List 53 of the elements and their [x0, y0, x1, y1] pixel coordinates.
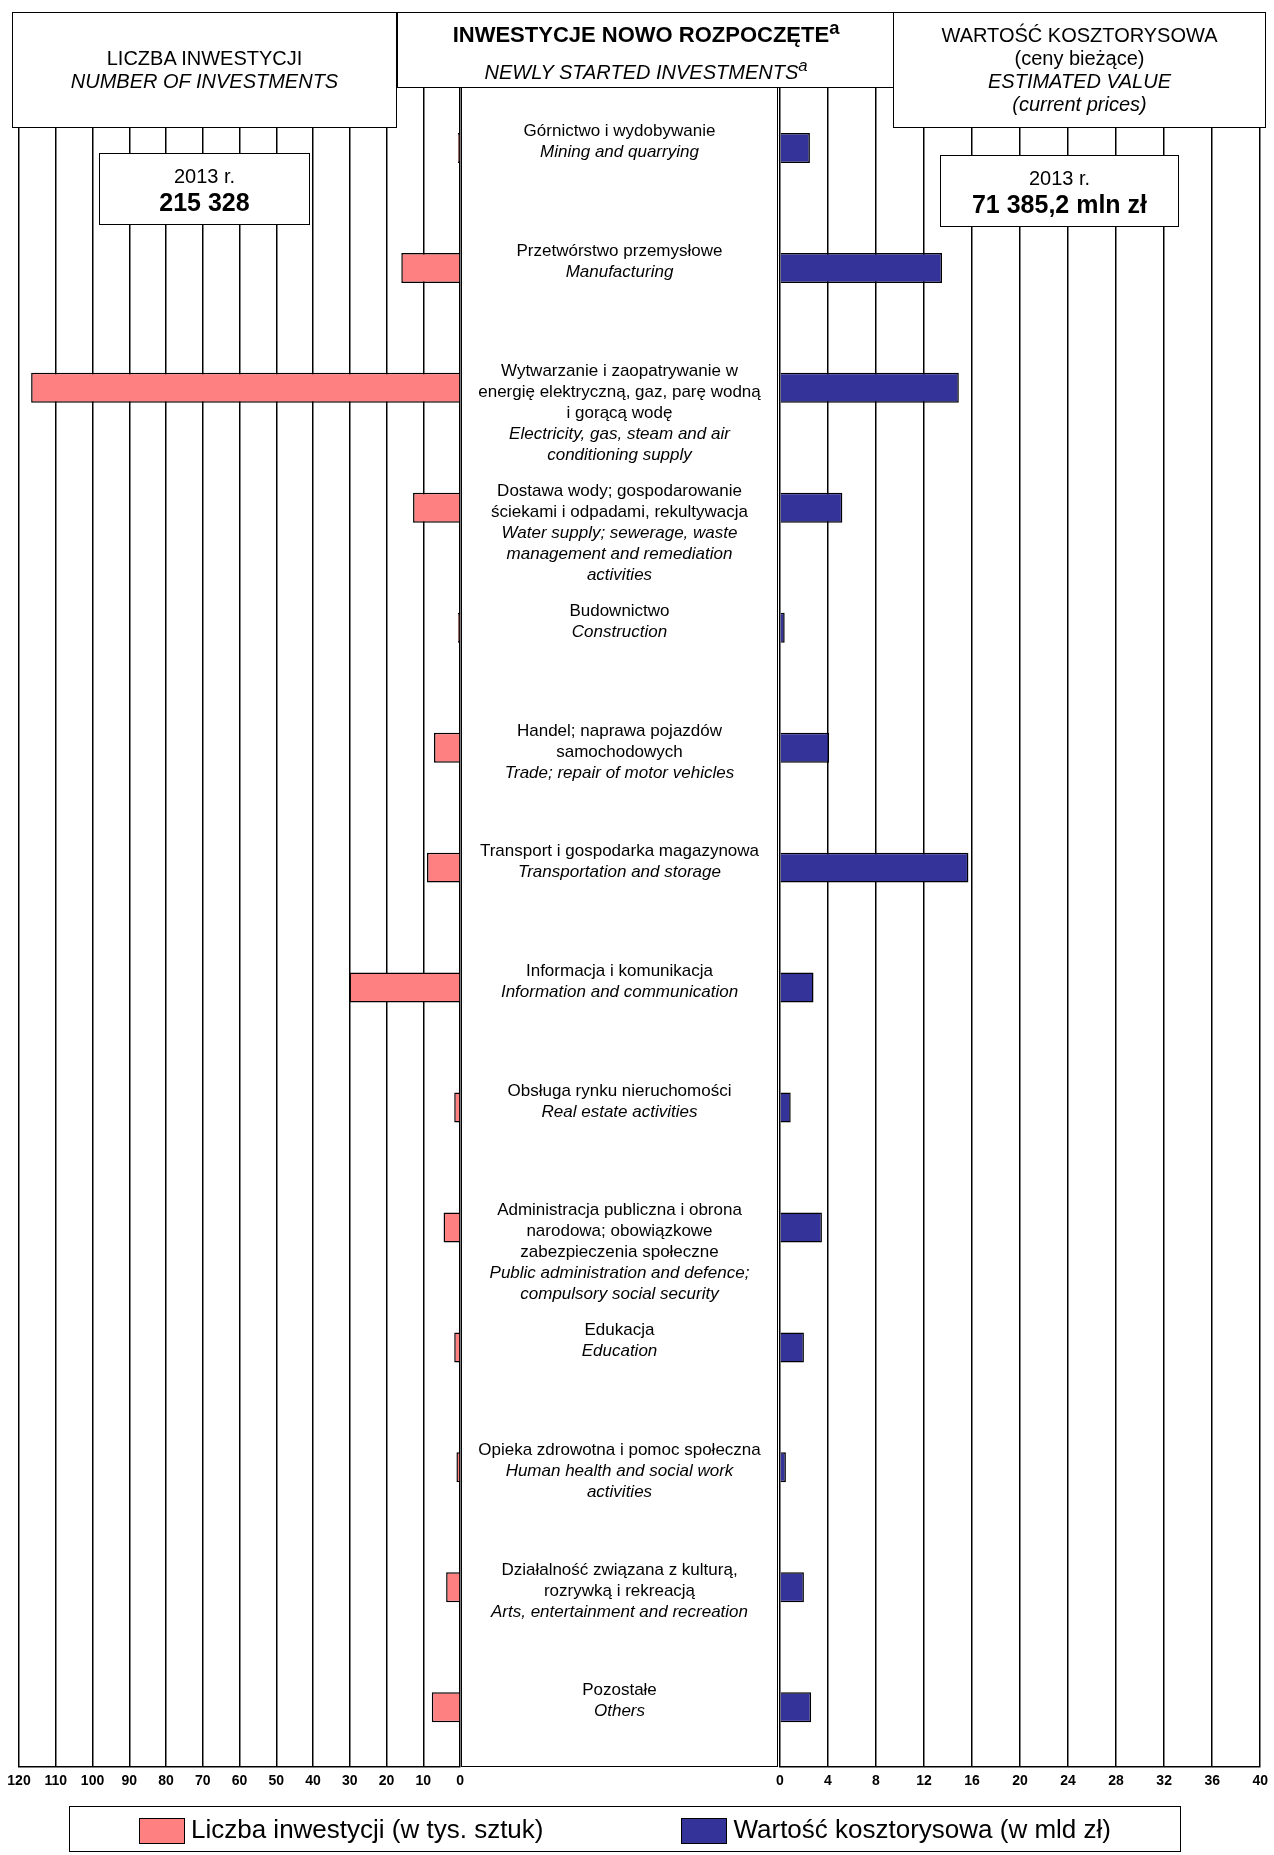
x-tick-label: 40: [1252, 1772, 1269, 1789]
x-tick-label: 24: [1060, 1772, 1077, 1789]
note-frame: 2013 r. 71 385,2 mln zł: [940, 155, 1179, 227]
header-frame: LICZBA INWESTYCJI NUMBER OF INVESTMENTS: [12, 12, 397, 128]
annotation: 215 328: [158, 188, 251, 216]
x-tick-label: 30: [342, 1772, 358, 1789]
x-tick-label: 100: [80, 1772, 105, 1789]
y-tick-label: Administracja publiczna i obrona narodowa; obowiązkowe zabezpieczenia społeczne Public administration and defence; compulsory social security: [488, 1199, 751, 1305]
y-tick-label: Dostawa wody; gospodarowanie ściekami i odpadami, rekultywacja Water supply; sewerage, waste management and remediation activities: [490, 479, 749, 585]
x-tick-label: 28: [1108, 1772, 1125, 1789]
x-tick-label: 40: [305, 1772, 322, 1789]
x-tick-label: 16: [964, 1772, 981, 1789]
legend-label: Wartość kosztorysowa (w mld zł): [733, 1813, 1111, 1844]
x-tick-label: 10: [415, 1772, 432, 1789]
chart-title: LICZBA INWESTYCJI: [106, 47, 303, 70]
header-frame: INWESTYCJE NOWO ROZPOCZĘTE$^{a}$ NEWLY STARTED INVESTMENTS$^{a}$: [397, 12, 895, 88]
chart-subtitle: NUMBER OF INVESTMENTS: [70, 70, 339, 93]
y-tick-label: Działalność związana z kulturą, rozrywką i rekreacją Arts, entertainment and recreation: [489, 1559, 749, 1623]
y-tick-label: Budownictwo Construction: [568, 599, 671, 642]
y-tick-label: Górnictwo i wydobywanie Mining and quarrying: [522, 119, 717, 162]
y-tick-label: Wytwarzanie i zaopatrywanie w energię elektryczną, gaz, parę wodną i gorącą wodę Electricity, gas, steam and air conditioning supply: [477, 359, 762, 465]
y-tick-label: Edukacja Education: [580, 1319, 659, 1362]
y-tick-label: Informacja i komunikacja Information and communication: [499, 959, 740, 1002]
x-tick-label: 32: [1156, 1772, 1173, 1789]
x-tick-label: 12: [916, 1772, 932, 1789]
x-tick-label: 110: [44, 1772, 68, 1789]
x-tick-label: 36: [1204, 1772, 1221, 1789]
y-tick-label: Obsługa rynku nieruchomości Real estate activities: [506, 1079, 733, 1122]
x-tick-label: 90: [121, 1772, 138, 1789]
y-tick-label: Handel; naprawa pojazdów samochodowych Trade; repair of motor vehicles: [503, 719, 736, 783]
x-tick-label: 0: [775, 1772, 784, 1789]
x-tick-label: 20: [378, 1772, 395, 1789]
x-tick-label: 4: [824, 1772, 833, 1789]
chart-title: WARTOŚĆ KOSZTORYSOWA (ceny bieżące): [941, 24, 1218, 70]
chart-subtitle: ESTIMATED VALUE (current prices): [987, 70, 1171, 116]
x-tick-label: 60: [231, 1772, 248, 1789]
x-tick-label: 0: [456, 1772, 465, 1789]
x-tick-label: 20: [1012, 1772, 1029, 1789]
legend-label: Liczba inwestycji (w tys. sztuk): [190, 1813, 544, 1844]
header-frame: WARTOŚĆ KOSZTORYSOWA (ceny bieżące) ESTIMATED VALUE (current prices): [893, 12, 1266, 128]
x-tick-label: 120: [7, 1772, 31, 1789]
x-tick-label: 8: [872, 1772, 881, 1789]
annotation: 2013 r.: [172, 164, 237, 189]
x-tick-label: 80: [158, 1772, 175, 1789]
y-tick-label: Pozostałe Others: [581, 1679, 658, 1722]
x-tick-label: 50: [268, 1772, 285, 1789]
annotation: 2013 r.: [1027, 166, 1092, 191]
y-tick-label: Opieka zdrowotna i pomoc społeczna Human health and social work activities: [477, 1439, 762, 1503]
note-frame: 2013 r. 215 328: [99, 153, 310, 225]
y-tick-label: Transport i gospodarka magazynowa Transportation and storage: [478, 839, 761, 882]
y-tick-label: Przetwórstwo przemysłowe Manufacturing: [515, 239, 724, 282]
x-tick-label: 70: [195, 1772, 211, 1789]
annotation: 71 385,2 mln zł: [970, 190, 1149, 218]
